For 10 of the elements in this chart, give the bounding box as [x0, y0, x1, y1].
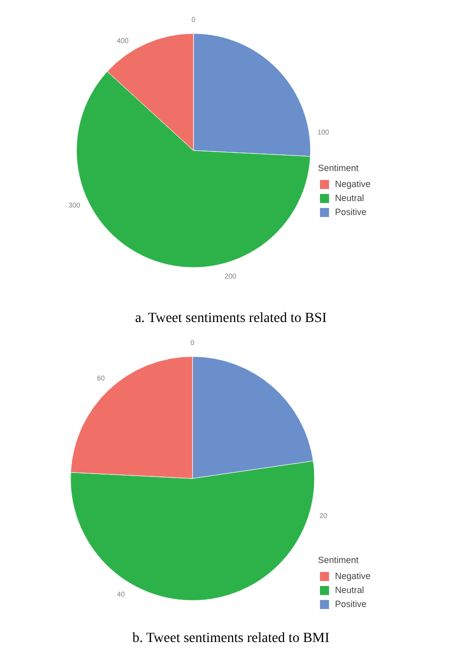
text: b. Tweet sentiments related to BMI — [132, 631, 330, 646]
legend-title: Sentiment — [318, 163, 360, 173]
legend-title: Sentiment — [318, 555, 360, 565]
legend-label: Negative — [335, 570, 371, 582]
legend-label: Positive — [335, 206, 367, 218]
legend-label: Positive — [335, 598, 367, 610]
legend-label: Neutral — [335, 192, 364, 204]
text: a. Tweet sentiments related to BSI — [135, 311, 328, 326]
legend-label: Neutral — [335, 584, 364, 596]
legend-label: Negative — [335, 178, 371, 190]
